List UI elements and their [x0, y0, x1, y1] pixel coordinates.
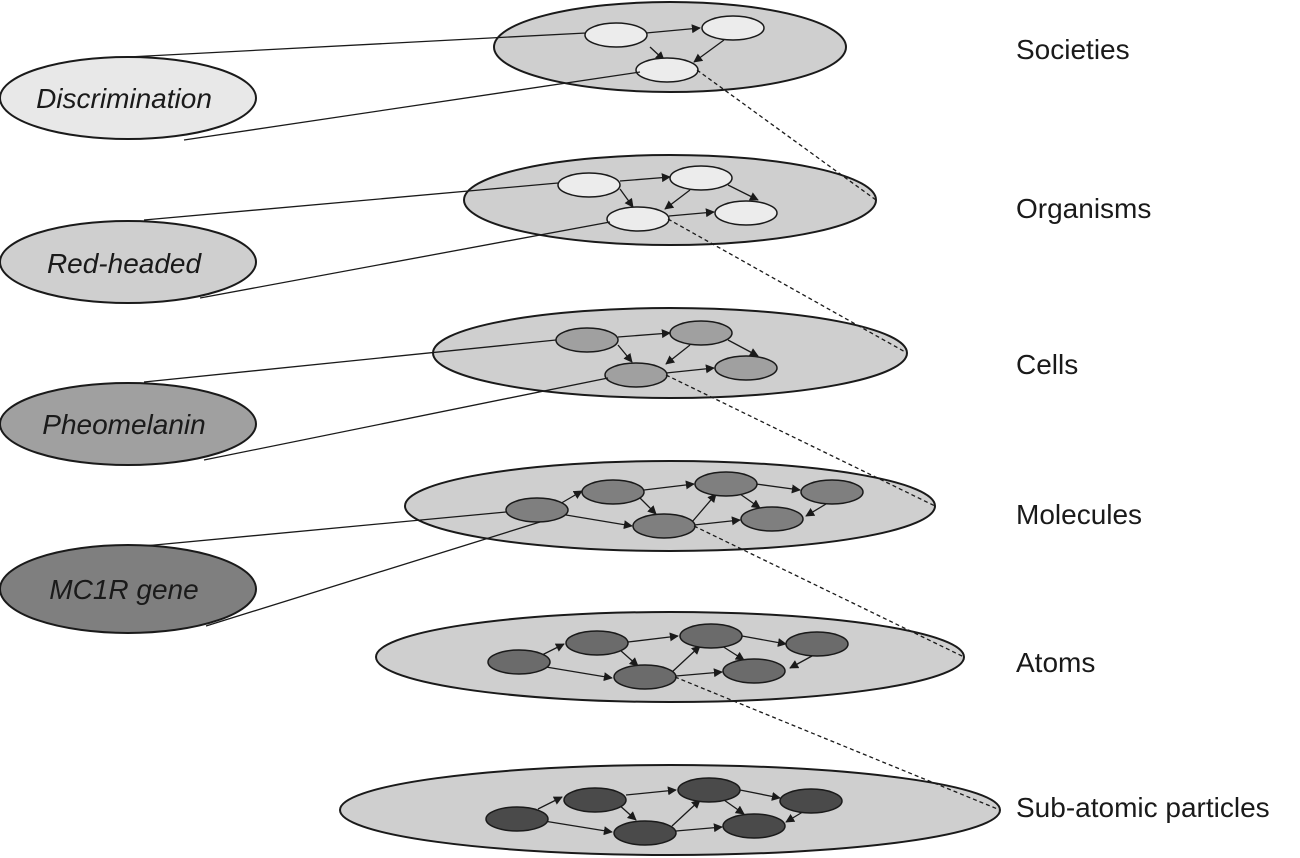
level-subatomic: Sub-atomic particles: [339, 764, 1270, 856]
node: [613, 664, 677, 690]
callout-label-discrimination: Discrimination: [36, 83, 212, 114]
node: [505, 497, 569, 523]
node: [563, 787, 627, 813]
callout-discrimination: [0, 56, 257, 140]
molecules-plane: [404, 460, 936, 552]
node: [606, 206, 670, 232]
node: [584, 22, 648, 48]
node: [701, 15, 765, 41]
level-label-cells: Cells: [1016, 349, 1078, 380]
cells-plane: [432, 307, 908, 399]
atoms-plane: [375, 611, 965, 703]
level-label-societies: Societies: [1016, 34, 1130, 65]
node: [679, 623, 743, 649]
level-label-molecules: Molecules: [1016, 499, 1142, 530]
node: [779, 788, 843, 814]
node: [669, 320, 733, 346]
node: [604, 362, 668, 388]
level-label-subatomic: Sub-atomic particles: [1016, 792, 1270, 823]
callouts: Discrimination Red-headed Pheomelanin MC…: [0, 32, 641, 634]
level-label-atoms: Atoms: [1016, 647, 1095, 678]
subatomic-plane: [339, 764, 1001, 856]
level-molecules: Molecules: [404, 460, 1142, 552]
organisms-plane: [463, 154, 877, 246]
node: [714, 200, 778, 226]
node: [581, 479, 645, 505]
node: [613, 820, 677, 846]
node: [632, 513, 696, 539]
node: [722, 658, 786, 684]
callout-red-headed: [0, 220, 257, 304]
node: [487, 649, 551, 675]
level-connectors: [665, 69, 1001, 811]
node: [565, 630, 629, 656]
node: [740, 506, 804, 532]
node: [785, 631, 849, 657]
callout-label-red-headed: Red-headed: [47, 248, 203, 279]
level-atoms: Atoms: [375, 611, 1095, 703]
callout-label-mc1r-gene: MC1R gene: [49, 574, 198, 605]
node: [555, 327, 619, 353]
callout-pheomelanin: [0, 382, 257, 466]
level-societies: Societies: [493, 1, 1130, 93]
node: [800, 479, 864, 505]
node: [635, 57, 699, 83]
node: [677, 777, 741, 803]
node: [485, 806, 549, 832]
callout-label-pheomelanin: Pheomelanin: [42, 409, 205, 440]
node: [714, 355, 778, 381]
node: [722, 813, 786, 839]
level-cells: Cells: [432, 307, 1078, 399]
node: [557, 172, 621, 198]
node: [694, 471, 758, 497]
level-organisms: Organisms: [463, 154, 1151, 246]
level-label-organisms: Organisms: [1016, 193, 1151, 224]
callout-mc1r-gene: [0, 544, 257, 634]
node: [669, 165, 733, 191]
